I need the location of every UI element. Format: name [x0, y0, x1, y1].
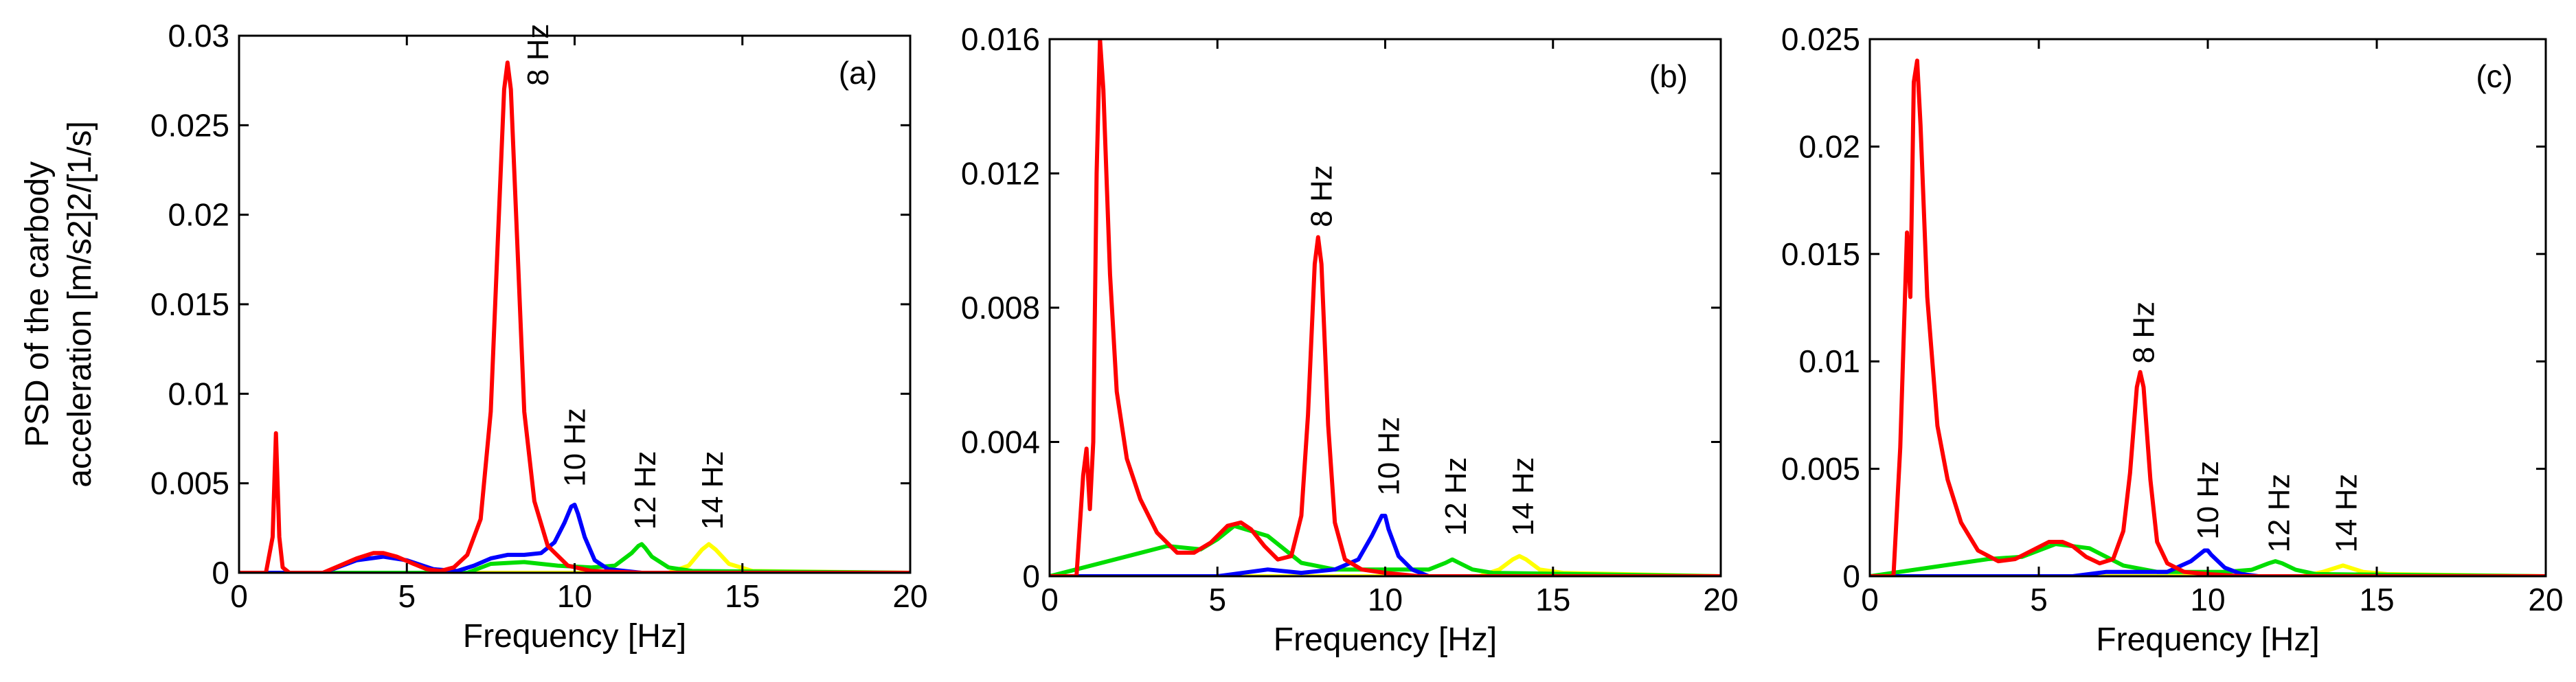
- panel-label: (a): [839, 55, 877, 91]
- peak-annotation: 14 Hz: [1506, 457, 1540, 536]
- x-axis-label: Frequency [Hz]: [1274, 622, 1497, 658]
- x-tick-label: 20: [2528, 582, 2563, 617]
- y-tick-label: 0.02: [168, 197, 229, 233]
- series-line-10-hz: [1870, 548, 2546, 576]
- panel-c: 0 5 10 15 20 0 0.005 0.01 0.015 0.02 0.025 Frequenc…: [1781, 21, 2564, 658]
- series-group: [239, 60, 910, 573]
- series-line-8-hz: [1870, 58, 2546, 576]
- y-tick-label: 0.025: [150, 107, 229, 143]
- peak-annotation: 8 Hz: [2127, 302, 2161, 363]
- x-tick-label: 0: [1861, 582, 1879, 617]
- peak-annotation: 14 Hz: [2330, 474, 2364, 553]
- y-tick-label: 0.015: [150, 286, 229, 322]
- y-tick-label: 0.016: [961, 21, 1040, 57]
- x-tick-label: 20: [1703, 582, 1738, 617]
- panel-b: 0 5 10 15 20 0 0.004 0.008 0.012 0.016 Frequency […: [961, 21, 1739, 658]
- x-tick-label: 15: [725, 578, 760, 614]
- x-tick-label: 10: [1368, 582, 1403, 617]
- peak-annotation: 10 Hz: [1372, 417, 1405, 496]
- y-tick-label: 0.005: [1781, 451, 1860, 487]
- y-tick-label: 0.02: [1798, 128, 1860, 164]
- series-group: [1050, 39, 1721, 576]
- panel-label: (b): [1649, 58, 1688, 94]
- x-tick-label: 15: [2359, 582, 2394, 617]
- series-line-8-hz: [1050, 39, 1721, 576]
- series-line-12-hz: [239, 542, 910, 573]
- y-tick-label: 0: [212, 555, 229, 591]
- y-tick-label: 0.025: [1781, 21, 1860, 57]
- x-tick-label: 10: [2190, 582, 2225, 617]
- peak-annotation: 12 Hz: [1439, 457, 1473, 536]
- x-tick-label: 0: [230, 578, 248, 614]
- peak-annotation: 12 Hz: [629, 451, 662, 530]
- x-axis-label: Frequency [Hz]: [2096, 622, 2319, 658]
- panel-label: (c): [2476, 58, 2513, 94]
- peak-annotation: 14 Hz: [696, 451, 730, 530]
- y-tick-label: 0.01: [168, 376, 229, 411]
- panel-a: 0 5 10 15 20 0 0.005 0.01 0.015 0.02 0.025 0.03 Freq…: [19, 18, 928, 655]
- x-tick-label: 15: [1535, 582, 1570, 617]
- x-tick-label: 0: [1041, 582, 1059, 617]
- peak-annotation: 10 Hz: [558, 408, 592, 487]
- series-line-10-hz: [1050, 514, 1721, 576]
- y-axis-label-line1: PSD of the carbody: [19, 161, 56, 447]
- y-tick-label: 0.01: [1798, 343, 1860, 379]
- peak-annotation: 10 Hz: [2191, 461, 2225, 540]
- x-tick-label: 20: [892, 578, 927, 614]
- y-tick-label: 0: [1842, 558, 1860, 594]
- x-tick-label: 5: [398, 578, 416, 614]
- peak-annotation: 8 Hz: [521, 24, 555, 86]
- y-tick-label: 0.012: [961, 156, 1040, 192]
- series-line-8-hz: [239, 60, 910, 573]
- y-tick-label: 0: [1022, 558, 1040, 594]
- series-group: [1870, 58, 2546, 576]
- series-line-10-hz: [239, 502, 910, 573]
- x-axis-label: Frequency [Hz]: [463, 618, 686, 655]
- x-tick-label: 5: [2030, 582, 2048, 617]
- x-tick-label: 5: [1208, 582, 1226, 617]
- peak-annotation: 8 Hz: [1305, 165, 1339, 227]
- y-axis-label-line2: acceleration [m/s2]2/[1/s]: [62, 121, 98, 488]
- peak-annotation: 12 Hz: [2262, 474, 2296, 553]
- y-tick-label: 0.03: [168, 18, 229, 54]
- y-tick-label: 0.005: [150, 466, 229, 501]
- y-tick-label: 0.008: [961, 290, 1040, 326]
- x-tick-label: 10: [557, 578, 592, 614]
- y-tick-label: 0.015: [1781, 236, 1860, 272]
- y-tick-label: 0.004: [961, 424, 1040, 460]
